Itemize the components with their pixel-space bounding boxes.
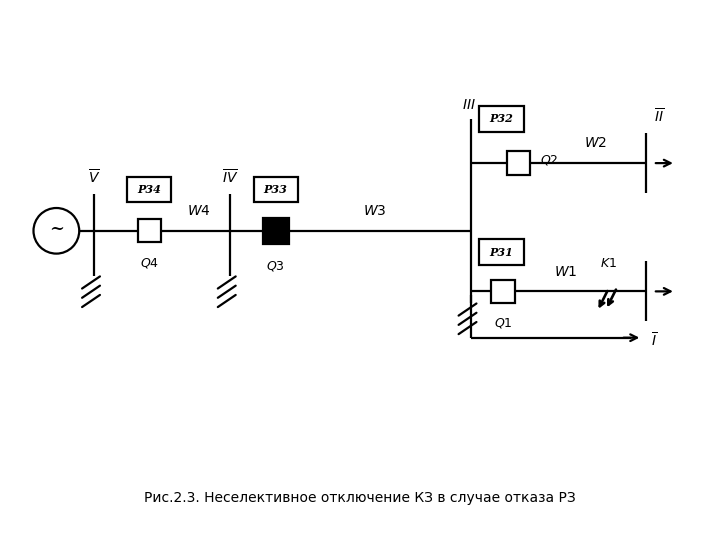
Text: Рис.2.3. Неселективное отключение КЗ в случае отказа РЗ: Рис.2.3. Неселективное отключение КЗ в с… (144, 491, 576, 505)
Text: $\overline{IV}$: $\overline{IV}$ (222, 168, 238, 187)
Text: $Q4$: $Q4$ (140, 256, 159, 271)
Text: $W1$: $W1$ (554, 265, 577, 279)
Text: P31: P31 (490, 247, 513, 258)
Text: $K1$: $K1$ (600, 257, 617, 270)
Text: $\overline{I}$: $\overline{I}$ (652, 331, 657, 349)
Text: $W4$: $W4$ (187, 204, 211, 218)
Text: $W3$: $W3$ (363, 204, 386, 218)
Text: $W2$: $W2$ (584, 136, 607, 150)
Bar (253, 177, 298, 202)
Text: $Q3$: $Q3$ (266, 259, 285, 273)
Bar (263, 218, 289, 244)
Text: $III$: $III$ (462, 98, 476, 112)
Text: P34: P34 (138, 184, 161, 195)
Bar (507, 151, 531, 175)
Text: ~: ~ (49, 220, 64, 238)
Text: P33: P33 (264, 184, 287, 195)
Bar (138, 219, 161, 242)
Bar (127, 177, 171, 202)
Text: $Q1$: $Q1$ (494, 315, 512, 329)
Bar (491, 280, 515, 303)
Text: $\overline{V}$: $\overline{V}$ (88, 168, 100, 187)
Text: $Q2$: $Q2$ (540, 152, 559, 166)
Text: $\overline{II}$: $\overline{II}$ (654, 108, 664, 126)
Bar (480, 239, 523, 265)
Bar (480, 106, 523, 132)
Text: P32: P32 (490, 113, 513, 124)
